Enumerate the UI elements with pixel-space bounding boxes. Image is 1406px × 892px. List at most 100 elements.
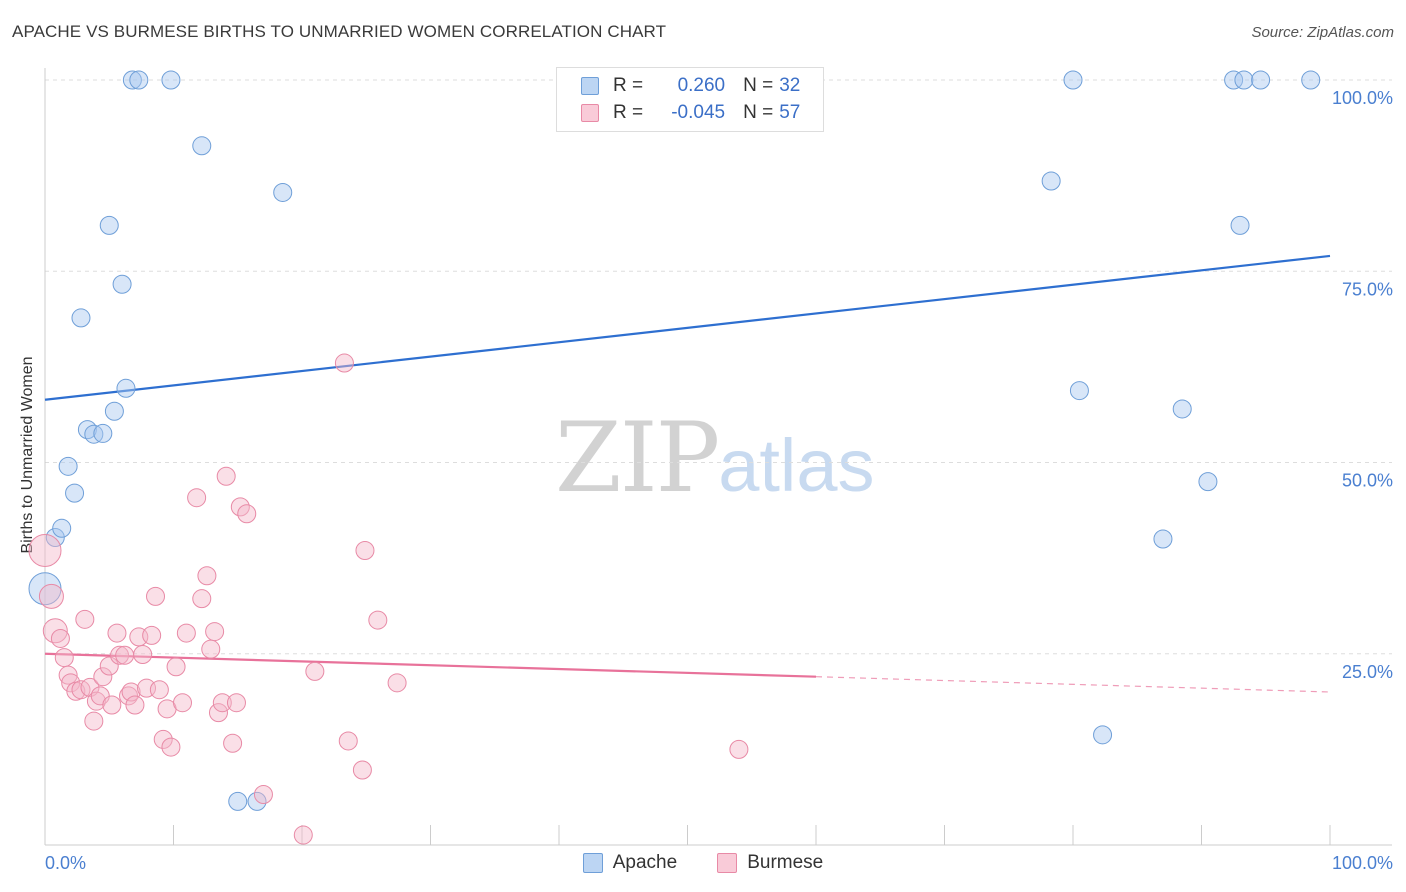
burmese-point	[172, 693, 192, 713]
legend-row-apache: R = 0.260 N = 32	[581, 74, 800, 98]
n-label: N =	[743, 75, 774, 96]
axes	[44, 68, 1392, 846]
burmese-point	[223, 733, 243, 753]
burmese-point	[305, 661, 325, 681]
apache-point	[1153, 529, 1173, 549]
apache-point	[129, 70, 149, 90]
apache-point	[1093, 725, 1113, 745]
watermark: ZIPatlas	[555, 402, 875, 514]
burmese-point	[226, 693, 246, 713]
burmese-point	[176, 623, 196, 643]
apache-point	[71, 308, 91, 328]
burmese-point	[216, 466, 236, 486]
burmese-point	[355, 540, 375, 560]
y-tick-label: 100.0%	[1332, 88, 1393, 108]
burmese-point	[237, 504, 257, 524]
burmese-point	[99, 656, 119, 676]
n-value: 57	[779, 102, 801, 123]
burmese-point	[161, 737, 181, 757]
trend-lines	[44, 254, 1331, 693]
burmese-point	[142, 625, 162, 645]
r-label: R =	[613, 75, 644, 96]
legend-row-burmese: R = -0.045 N = 57	[581, 101, 800, 125]
apache-point	[65, 483, 85, 503]
apache-point	[112, 274, 132, 294]
burmese-point	[93, 667, 113, 687]
burmese-point	[125, 695, 145, 715]
burmese-trend-extension	[815, 676, 1331, 693]
y-tick-label: 50.0%	[1342, 471, 1393, 491]
source-label: Source: ZipAtlas.com	[1251, 24, 1394, 41]
burmese-point	[84, 711, 104, 731]
apache-point	[1198, 472, 1218, 492]
burmese-point	[133, 645, 153, 665]
x-tick-label: 100.0%	[1332, 853, 1393, 873]
legend-item-burmese[interactable]: Burmese	[717, 852, 823, 874]
apache-point	[161, 70, 181, 90]
r-value: 0.260	[677, 75, 726, 96]
burmese-point	[368, 610, 388, 630]
burmese-trend-line	[44, 652, 817, 678]
apache-point	[1041, 171, 1061, 191]
apache-point	[1301, 70, 1321, 90]
apache-trend-line	[44, 254, 1331, 401]
burmese-point	[166, 657, 186, 677]
apache-point	[1172, 399, 1192, 419]
n-label: N =	[743, 102, 774, 123]
burmese-point	[729, 739, 749, 759]
chart-title: APACHE VS BURMESE BIRTHS TO UNMARRIED WO…	[12, 22, 667, 41]
apache-point	[273, 182, 293, 202]
apache-point	[93, 423, 113, 443]
burmese-point	[90, 686, 110, 706]
data-points	[28, 70, 1321, 845]
burmese-point	[334, 353, 354, 373]
grid-lines	[45, 79, 1392, 655]
watermark-zip: ZIP	[555, 402, 720, 514]
burmese-point	[54, 648, 74, 668]
apache-point	[1230, 215, 1250, 235]
x-tick-label: 0.0%	[45, 853, 86, 873]
burmese-point	[387, 673, 407, 693]
apache-point	[52, 518, 72, 538]
burmese-point	[192, 589, 212, 609]
burmese-point	[146, 586, 166, 606]
apache-point	[1069, 381, 1089, 401]
burmese-point	[28, 533, 62, 567]
y-tick-label: 75.0%	[1342, 279, 1393, 299]
burmese-point	[338, 731, 358, 751]
burmese-point	[149, 680, 169, 700]
burmese-swatch	[717, 853, 738, 873]
apache-point	[45, 527, 65, 547]
apache-swatch	[581, 77, 599, 95]
apache-swatch	[582, 853, 603, 873]
legend-label-burmese: Burmese	[747, 852, 824, 873]
burmese-point	[253, 785, 273, 805]
burmese-point	[50, 628, 70, 648]
n-value: 32	[779, 75, 801, 96]
apache-point	[99, 215, 119, 235]
burmese-point	[208, 703, 228, 723]
burmese-point	[153, 729, 173, 749]
burmese-point	[205, 622, 225, 642]
burmese-point	[187, 488, 207, 508]
apache-point	[1251, 70, 1271, 90]
apache-point	[228, 791, 248, 811]
burmese-point	[293, 825, 313, 845]
tick-labels: 25.0% 50.0% 75.0% 100.0% 0.0% 100.0%	[45, 88, 1393, 873]
apache-point	[122, 70, 142, 90]
series-legend: Apache Burmese	[0, 852, 1406, 874]
apache-point	[1234, 70, 1254, 90]
apache-point	[116, 378, 136, 398]
legend-label-apache: Apache	[612, 852, 678, 873]
burmese-point	[212, 693, 232, 713]
apache-point	[1224, 70, 1244, 90]
apache-point	[104, 401, 124, 421]
burmese-point	[352, 760, 372, 780]
legend-item-apache[interactable]: Apache	[582, 852, 678, 874]
apache-point	[192, 136, 212, 156]
burmese-point	[107, 623, 127, 643]
apache-point	[1063, 70, 1083, 90]
y-tick-label: 25.0%	[1342, 662, 1393, 682]
watermark-atlas: atlas	[718, 424, 875, 507]
